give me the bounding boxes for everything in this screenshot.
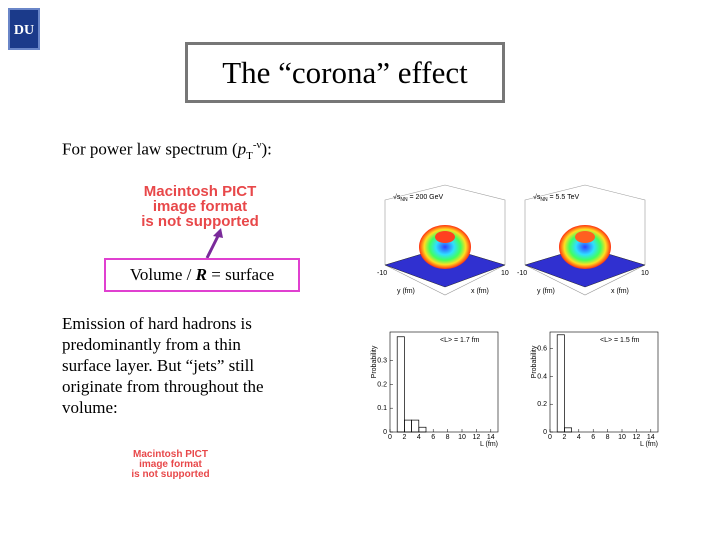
placeholder-line: image format	[139, 459, 202, 470]
placeholder-line: is not supported	[141, 213, 259, 230]
axis-label: y (fm)	[537, 288, 555, 295]
x-tick-label: 8	[446, 434, 450, 441]
x-tick-label: 8	[606, 434, 610, 441]
plot-label-part: √s	[533, 193, 541, 201]
placeholder-line: Macintosh PICT	[143, 183, 257, 200]
histogram-bar	[396, 336, 405, 433]
axis-label: y (fm)	[397, 288, 415, 295]
placeholder-line: image format	[152, 198, 248, 215]
y-tick-label: 0.2	[377, 381, 387, 388]
histogram: 0 0.2 0.4 0.6 0 2 4 6 8 10 12 14 <L> = 1.5 fm L (fm) P…	[531, 331, 659, 448]
histogram: 0 0.1 0.2 0.3 0 2 4 6 8 10 12 14 <L> = 1.7 fm L (fm) P…	[371, 331, 499, 448]
y-tick-label: 0	[543, 429, 547, 436]
plot-label: √sNN = 5.5 TeV	[533, 193, 579, 203]
plot-label-part: = 5.5 TeV	[548, 194, 580, 201]
paragraph: Emission of hard hadrons is predominantl…	[62, 313, 264, 418]
placeholder-line: Macintosh PICT	[132, 449, 208, 460]
x-tick-label: 4	[577, 434, 581, 441]
formula-box: Volume / R = surface	[104, 258, 300, 292]
x-tick-label: 12	[473, 434, 481, 441]
x-tick-label: 6	[591, 434, 595, 441]
surface	[559, 225, 611, 269]
histogram-bar	[411, 419, 420, 433]
paragraph-line: Emission of hard hadrons is	[62, 314, 252, 333]
surface-plot: √sNN = 200 GeV -10 10 y (fm) x (fm)	[377, 184, 509, 296]
histogram-bar	[564, 427, 572, 433]
x-tick-label: 6	[431, 434, 435, 441]
x-tick-label: 12	[633, 434, 641, 441]
x-tick-label: 14	[487, 434, 495, 441]
plot-label-part: √s	[393, 193, 401, 201]
intro: For power law spectrum (pT-ν):	[62, 139, 272, 162]
tick-label: 10	[501, 270, 509, 277]
paragraph-line: surface layer. But “jets” still	[62, 356, 255, 375]
figures: √sNN = 200 GeV-10 10y (fm) x (fm)√sNN = 5.…	[371, 184, 659, 448]
plot-label: √sNN = 200 GeV	[393, 193, 444, 203]
intro-end: ):	[261, 139, 272, 159]
tick-label: -10	[517, 270, 527, 277]
y-tick-label: 0.1	[377, 405, 387, 412]
axis-label: x (fm)	[471, 288, 489, 295]
x-tick-label: 10	[458, 434, 466, 441]
formula: Volume /	[129, 265, 196, 284]
intro-sup: -ν	[252, 139, 262, 151]
x-tick-label: 10	[618, 434, 626, 441]
tick-label: -10	[377, 270, 387, 277]
plot-label-sub: NN	[400, 197, 408, 203]
plot-frame	[389, 331, 499, 433]
axis-label: x (fm)	[611, 288, 629, 295]
plot-label-sub: NN	[540, 197, 548, 203]
histogram-bar	[418, 426, 427, 433]
plot-frame	[549, 331, 659, 433]
arrow-line	[205, 233, 221, 259]
x-tick-label: 2	[562, 434, 566, 441]
paragraph-line: volume:	[62, 398, 118, 417]
surface-hole	[575, 231, 595, 243]
x-tick-label: 14	[647, 434, 655, 441]
paragraph-line: originate from throughout the	[62, 377, 264, 396]
annotation: <L> = 1.5 fm	[600, 337, 640, 344]
intro-p: p	[237, 139, 247, 159]
y-tick-label: 0.6	[537, 346, 547, 353]
surface-hole	[435, 231, 455, 243]
logo: DU	[8, 8, 40, 50]
y-tick-label: 0	[383, 429, 387, 436]
annotation: <L> = 1.7 fm	[440, 337, 480, 344]
intro-text: For power law spectrum (	[62, 139, 238, 159]
surface	[419, 225, 471, 269]
y-axis-label: Probability	[371, 345, 378, 378]
intro-sub: T	[246, 150, 253, 163]
y-axis-label: Probability	[531, 345, 538, 378]
x-tick-label: 2	[402, 434, 406, 441]
tick-label: 10	[641, 270, 649, 277]
x-tick-label: 0	[388, 434, 392, 441]
surface-plot: √sNN = 5.5 TeV -10 10 y (fm) x (fm)	[517, 184, 649, 296]
x-tick-label: 4	[417, 434, 421, 441]
y-tick-label: 0.3	[377, 358, 387, 365]
x-axis-label: L (fm)	[640, 441, 658, 448]
y-tick-label: 0.2	[537, 401, 547, 408]
formula: = surface	[206, 265, 275, 284]
placeholder-line: is not supported	[131, 469, 210, 480]
title: The “corona” effect	[185, 42, 505, 103]
plot-label-part: = 200 GeV	[408, 194, 444, 201]
y-tick-label: 0.4	[537, 373, 547, 380]
x-axis-label: L (fm)	[480, 441, 498, 448]
arrow-head	[213, 228, 223, 238]
placeholder: Macintosh PICT image format is not suppo…	[98, 450, 243, 480]
formula-r: R	[195, 265, 207, 284]
paragraph-line: predominantly from a thin	[62, 335, 241, 354]
x-tick-label: 0	[548, 434, 552, 441]
histogram-bar	[556, 334, 565, 433]
arrow	[205, 228, 223, 259]
histogram-bar	[404, 419, 412, 433]
placeholder: Macintosh PICT image format is not suppo…	[95, 184, 305, 229]
